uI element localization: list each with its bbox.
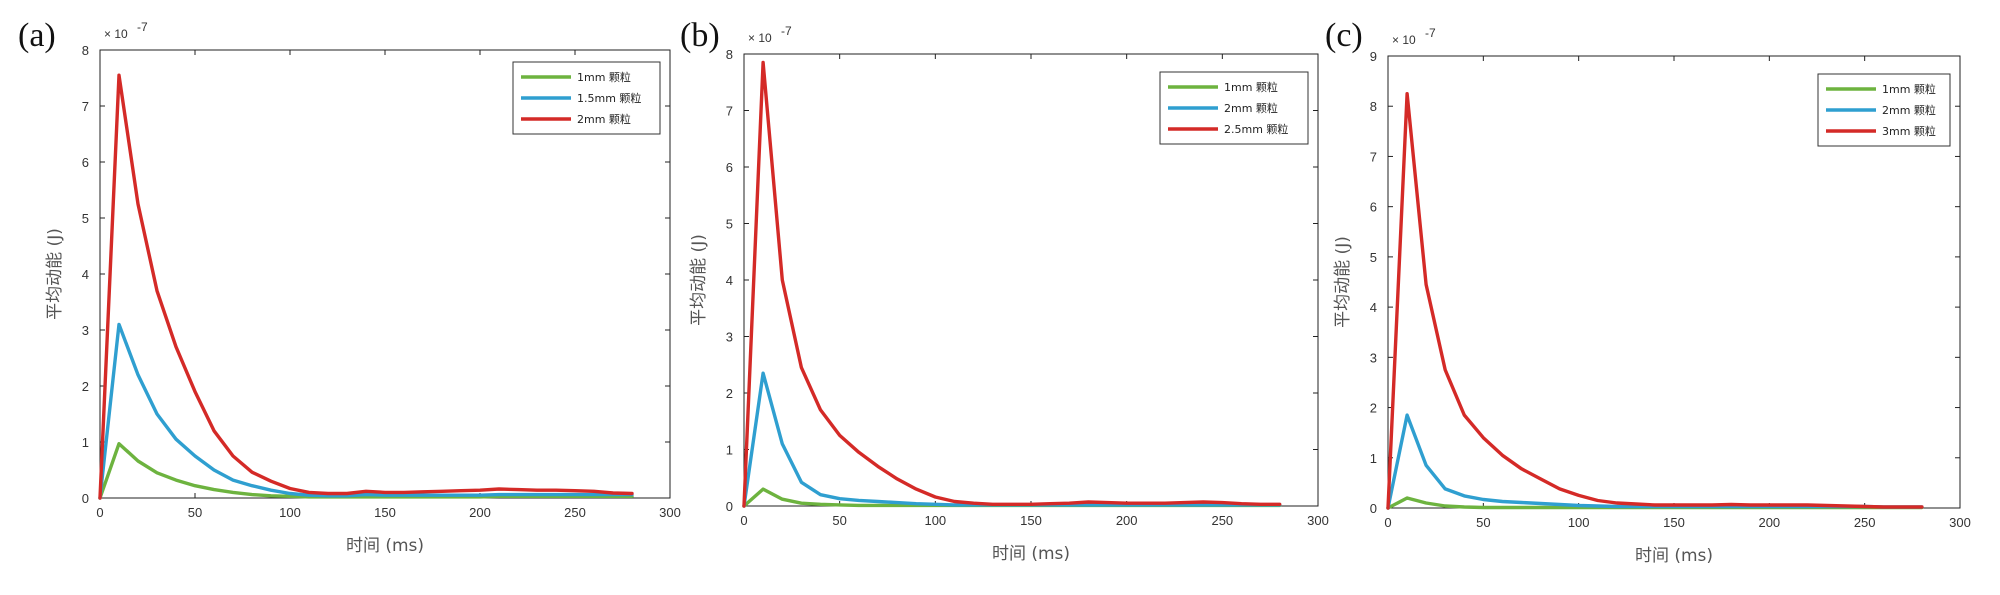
x-tick-label: 100 [1568, 515, 1590, 530]
legend-label-3: 2mm 颗粒 [577, 112, 631, 126]
y-tick-label: 3 [1370, 350, 1377, 365]
y-tick-label: 2 [1370, 401, 1377, 416]
y-tick-label: 7 [1370, 149, 1377, 164]
y-tick-label: 0 [726, 499, 733, 514]
legend-label-2: 2mm 颗粒 [1224, 101, 1278, 115]
y-axis-label: 平均动能 (J) [689, 234, 709, 326]
y-tick-label: 0 [1370, 501, 1377, 516]
x-tick-label: 100 [924, 513, 946, 528]
x-tick-label: 250 [1854, 515, 1876, 530]
x-tick-label: 200 [1116, 513, 1138, 528]
chart-panel-c: (c) 0 50 100 150 200 250 300 0 1 2 3 4 5 6 7 8 9 × 10 -7 时间 … [1325, 17, 1971, 566]
y-tick-label: 4 [1370, 300, 1377, 315]
legend-label-1: 1mm 颗粒 [1224, 80, 1278, 94]
panel-label: (c) [1325, 17, 1363, 54]
exponent-label: × 10 [1392, 33, 1416, 47]
legend: 1mm 颗粒 2mm 颗粒 2.5mm 颗粒 [1159, 71, 1309, 145]
x-tick-label: 300 [659, 505, 681, 520]
legend-label-3: 2.5mm 颗粒 [1224, 122, 1288, 136]
x-tick-label: 0 [96, 505, 103, 520]
panel-label: (b) [680, 17, 720, 54]
x-axis-label: 时间 (ms) [1635, 546, 1713, 566]
y-tick-label: 6 [82, 155, 89, 170]
y-tick-label: 8 [726, 47, 733, 62]
y-tick-label: 3 [726, 330, 733, 345]
x-tick-label: 200 [1758, 515, 1780, 530]
series-line-3 [1386, 91, 1924, 510]
y-tick-label: 5 [1370, 250, 1377, 265]
y-tick-label: 7 [82, 99, 89, 114]
y-tick-label: 2 [726, 386, 733, 401]
y-tick-label: 1 [82, 435, 89, 450]
exponent-label: × 10 [748, 31, 772, 45]
y-tick-label: 4 [82, 267, 89, 282]
x-tick-label: 50 [1476, 515, 1490, 530]
y-axis-label: 平均动能 (J) [45, 228, 65, 320]
x-tick-label: 50 [188, 505, 202, 520]
y-tick-label: 9 [1370, 49, 1377, 64]
legend-label-2: 1.5mm 颗粒 [577, 91, 641, 105]
legend-label-1: 1mm 颗粒 [1882, 82, 1936, 96]
exponent-power: -7 [137, 20, 148, 34]
panel-label: (a) [18, 17, 56, 54]
y-tick-label: 5 [726, 217, 733, 232]
legend-label-1: 1mm 颗粒 [577, 70, 631, 84]
legend-label-3: 3mm 颗粒 [1882, 124, 1936, 138]
y-tick-label: 0 [82, 491, 89, 506]
exponent-power: -7 [781, 24, 792, 38]
x-tick-label: 300 [1949, 515, 1971, 530]
legend-box [1817, 73, 1951, 147]
y-tick-label: 3 [82, 323, 89, 338]
x-axis-label: 时间 (ms) [992, 544, 1070, 564]
x-tick-label: 50 [832, 513, 846, 528]
x-tick-label: 0 [1384, 515, 1391, 530]
y-tick-label: 2 [82, 379, 89, 394]
series-line-3 [742, 60, 1282, 508]
legend: 1mm 颗粒 1.5mm 颗粒 2mm 颗粒 [512, 61, 661, 135]
exponent-power: -7 [1425, 26, 1436, 40]
y-tick-label: 4 [726, 273, 733, 288]
x-tick-label: 150 [374, 505, 396, 520]
legend-label-2: 2mm 颗粒 [1882, 103, 1936, 117]
x-tick-label: 100 [279, 505, 301, 520]
y-tick-label: 8 [1370, 99, 1377, 114]
x-axis-label: 时间 (ms) [346, 536, 424, 556]
y-tick-label: 6 [726, 160, 733, 175]
x-tick-label: 0 [740, 513, 747, 528]
y-tick-label: 1 [726, 443, 733, 458]
chart-panel-a: (a) 0 50 100 150 200 250 300 0 1 2 3 4 5 6 7 8 × 10 -7 时间 (… [18, 17, 681, 556]
x-tick-label: 200 [469, 505, 491, 520]
series-line-3 [98, 73, 634, 500]
x-tick-label: 300 [1307, 513, 1329, 528]
x-tick-label: 150 [1663, 515, 1685, 530]
y-axis-label: 平均动能 (J) [1333, 236, 1353, 328]
y-tick-label: 1 [1370, 451, 1377, 466]
exponent-label: × 10 [104, 27, 128, 41]
chart-panel-b: (b) 0 50 100 150 200 250 300 0 1 2 3 4 5 6 7 8 × 10 -7 时间 (… [680, 17, 1329, 564]
y-tick-label: 8 [82, 43, 89, 58]
y-tick-label: 7 [726, 104, 733, 119]
y-tick-label: 6 [1370, 200, 1377, 215]
series-line-2 [98, 322, 634, 500]
legend: 1mm 颗粒 2mm 颗粒 3mm 颗粒 [1817, 73, 1951, 147]
y-tick-label: 5 [82, 211, 89, 226]
x-tick-label: 250 [1211, 513, 1233, 528]
x-tick-label: 150 [1020, 513, 1042, 528]
x-tick-label: 250 [564, 505, 586, 520]
